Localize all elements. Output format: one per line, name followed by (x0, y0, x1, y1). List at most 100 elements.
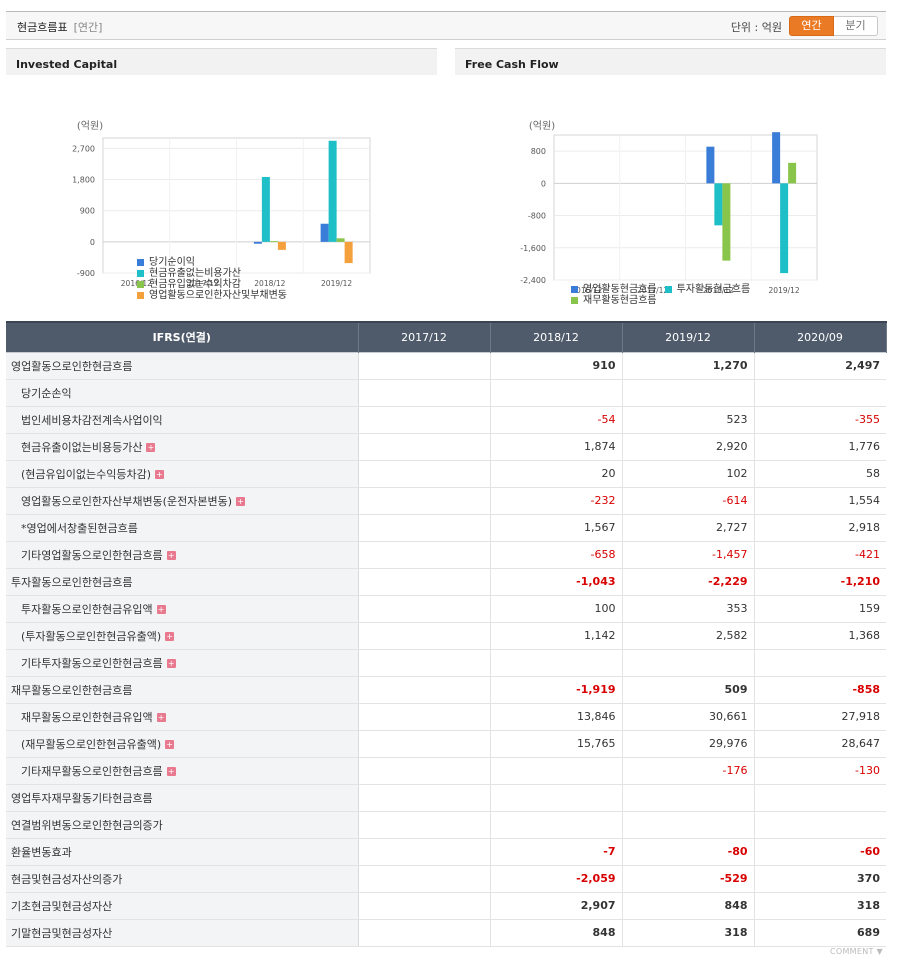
value-cell (622, 379, 755, 407)
bar (706, 146, 715, 184)
value-cell (358, 891, 491, 920)
invested-capital-legend: 당기순이익 현금유출없는비용가산 현금유입없는수익차감 영업활동으로인한자산및부채변동 (137, 257, 437, 301)
comment-toggle[interactable]: COMMENT ▼ (829, 947, 883, 956)
y-tick-label: 2,700 (72, 144, 95, 153)
value-cell: -421 (754, 541, 886, 569)
row-label: 투자활동으로인한현금유입액 + (6, 595, 359, 623)
row-label: 영업투자재무활동기타현금흐름 (6, 783, 359, 812)
value-cell: 2,497 (754, 351, 886, 380)
row-label-text: 영업투자재무활동기타현금흐름 (11, 791, 153, 805)
value-cell: -54 (490, 406, 623, 434)
row-label: 연결범위변동으로인한현금의증가 (6, 810, 359, 839)
legend-label: 영업활동으로인한자산및부채변동 (149, 290, 287, 301)
value-cell (490, 810, 623, 839)
row-label: 기말현금및현금성자산 (6, 918, 359, 947)
value-cell: 353 (622, 595, 755, 623)
row-label-text: 재무활동으로인한현금흐름 (11, 683, 133, 697)
x-tick-label: 2018/12 (254, 279, 285, 288)
value-cell (754, 649, 886, 677)
row-label: (현금유입이없는수익등차감) + (6, 460, 359, 488)
table-row: 영업활동으로인한현금흐름 910 1,270 2,497 (6, 351, 886, 380)
row-label-text: 투자활동으로인한현금유입액 (21, 602, 153, 616)
value-cell (358, 918, 491, 947)
bar (277, 241, 286, 250)
table-row: 환율변동효과 -7 -80 -60 (6, 837, 886, 866)
y-tick-label: -1,600 (520, 244, 546, 253)
table-row: 현금및현금성자산의증가 -2,059 -529 370 (6, 864, 886, 893)
expand-icon[interactable]: + (166, 766, 176, 776)
expand-icon[interactable]: + (156, 604, 166, 614)
y-unit-label: (억원) (529, 120, 555, 132)
row-label-text: 당기순손익 (21, 386, 72, 400)
row-label-text: 기초현금및현금성자산 (11, 899, 113, 913)
value-cell (490, 649, 623, 677)
value-cell (358, 595, 491, 623)
bar (320, 223, 329, 242)
value-cell: 100 (490, 595, 623, 623)
bar (780, 183, 789, 274)
value-cell: 159 (754, 595, 886, 623)
table-row: 기타재무활동으로인한현금흐름 + -176 -130 (6, 757, 886, 785)
expand-icon[interactable]: + (166, 550, 176, 560)
value-cell: 509 (622, 675, 755, 704)
value-cell (358, 460, 491, 488)
value-cell: 910 (490, 351, 623, 380)
header-bar: 현금흐름표 [연간] 단위 : 억원 연간 분기 (6, 11, 886, 40)
value-cell: 28,647 (754, 730, 886, 758)
table-row: 당기순손익 (6, 379, 886, 407)
expand-icon[interactable]: + (165, 739, 175, 749)
header-period: 2019/12 (622, 321, 755, 352)
value-cell: -1,210 (754, 567, 886, 596)
value-cell (490, 379, 623, 407)
expand-icon[interactable]: + (146, 442, 156, 452)
value-cell: 1,567 (490, 514, 623, 542)
annual-button[interactable]: 연간 (789, 16, 834, 36)
value-cell (622, 783, 755, 812)
row-label: 환율변동효과 (6, 837, 359, 866)
value-cell (358, 514, 491, 542)
bar (261, 176, 270, 242)
bar (253, 241, 262, 244)
value-cell (358, 351, 491, 380)
row-label: 법인세비용차감전계속사업이익 (6, 406, 359, 434)
x-tick-label: 2016/12 (121, 279, 152, 288)
y-tick-label: 0 (90, 238, 95, 247)
bar (269, 241, 278, 243)
table-row: (현금유입이없는수익등차감) +20 102 58 (6, 460, 886, 488)
expand-icon[interactable]: + (165, 631, 175, 641)
value-cell: 102 (622, 460, 755, 488)
y-tick-label: -2,400 (520, 276, 546, 285)
value-cell (358, 541, 491, 569)
row-label-text: 투자활동으로인한현금흐름 (11, 575, 133, 589)
bar (722, 183, 731, 261)
quarterly-button[interactable]: 분기 (834, 16, 878, 36)
value-cell: 1,554 (754, 487, 886, 515)
free-cash-flow-legend: 영업활동현금흐름 투자활동현금흐름 재무활동현금흐름 (571, 284, 791, 306)
expand-icon[interactable]: + (155, 469, 165, 479)
value-cell: 20 (490, 460, 623, 488)
legend-swatch (137, 259, 144, 266)
value-cell: -2,059 (490, 864, 623, 893)
expand-icon[interactable]: + (235, 496, 245, 506)
legend-swatch (137, 292, 144, 299)
row-label-text: (재무활동으로인한현금유출액) (21, 737, 162, 751)
value-cell: -858 (754, 675, 886, 704)
expand-icon[interactable]: + (156, 712, 166, 722)
legend-label: 영업활동현금흐름 (583, 284, 657, 295)
value-cell: 689 (754, 918, 886, 947)
value-cell (358, 487, 491, 515)
x-tick-label: 2019/12 (769, 286, 800, 295)
value-cell: -2,229 (622, 567, 755, 596)
row-label-text: 현금및현금성자산의증가 (11, 872, 123, 886)
page-title: 현금흐름표 [연간] (17, 19, 102, 35)
value-cell (358, 622, 491, 650)
row-label: 현금및현금성자산의증가 (6, 864, 359, 893)
legend-item: 투자활동현금흐름 (664, 284, 750, 295)
row-label: 기타재무활동으로인한현금흐름 + (6, 757, 359, 785)
expand-icon[interactable]: + (166, 658, 176, 668)
value-cell: 29,976 (622, 730, 755, 758)
value-cell (490, 757, 623, 785)
bar (714, 183, 723, 226)
table-row: 영업활동으로인한자산부채변동(운전자본변동) + -232 -614 1,554 (6, 487, 886, 515)
